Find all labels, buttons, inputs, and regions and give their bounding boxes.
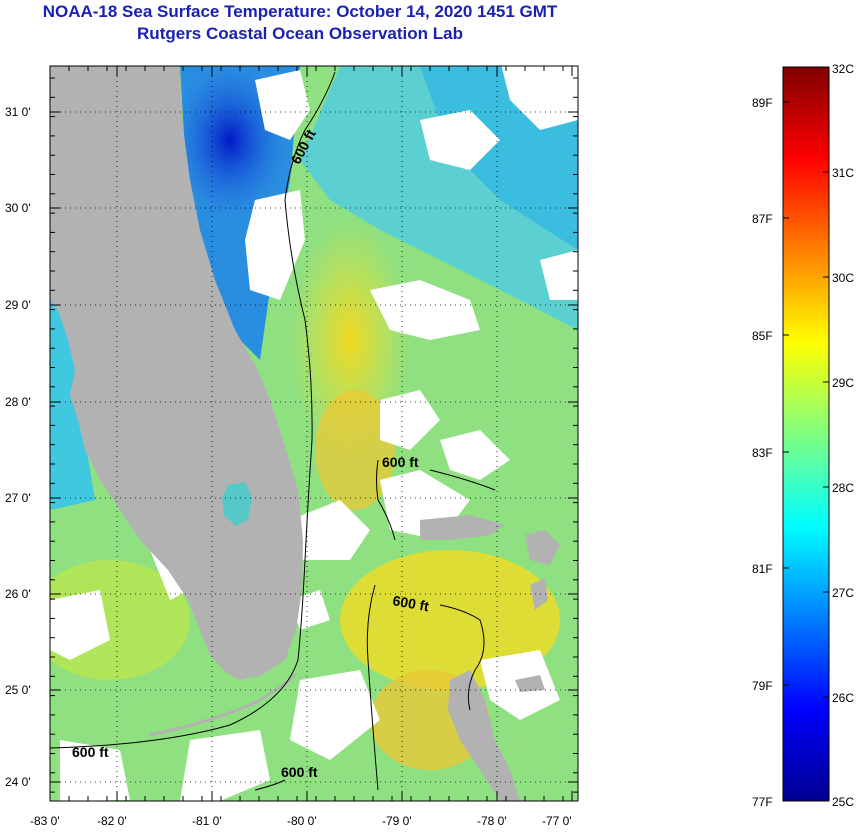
- map-title: NOAA-18 Sea Surface Temperature: October…: [42, 2, 558, 21]
- x-tick-label: -80 0': [287, 814, 317, 828]
- y-tick-label: 27 0': [5, 491, 31, 505]
- x-tick-label: -78 0': [477, 814, 507, 828]
- x-tick-label: -81 0': [192, 814, 222, 828]
- colorbar-label-f: 89F: [752, 96, 773, 110]
- colorbar-label-f: 81F: [752, 562, 773, 576]
- x-tick-label: -82 0': [97, 814, 127, 828]
- y-tick-label: 25 0': [5, 683, 31, 697]
- x-axis-labels: -83 0' -82 0' -81 0' -80 0' -79 0' -78 0…: [30, 814, 572, 828]
- x-tick-label: -83 0': [30, 814, 60, 828]
- colorbar-label-f: 77F: [752, 795, 773, 809]
- lake-okeechobee: [222, 482, 252, 526]
- colorbar-label-c: 30C: [832, 271, 854, 285]
- contour-little-bahama: [376, 459, 396, 541]
- y-tick-label: 31 0': [5, 105, 31, 119]
- florida-landmass: [50, 66, 303, 680]
- colorbar-label-c: 31C: [832, 166, 854, 180]
- colorbar-label-c: 29C: [832, 376, 854, 390]
- colorbar-label-c: 27C: [832, 586, 854, 600]
- contour-florida-shelf: [50, 71, 336, 749]
- contour-south: [254, 779, 286, 791]
- y-axis-labels: 31 0' 30 0' 29 0' 28 0' 27 0' 26 0' 25 0…: [5, 105, 31, 789]
- contour-great-bahama-east: [439, 604, 485, 711]
- contour-label-florida-keys: 600 ft: [72, 744, 109, 760]
- colorbar-label-c: 26C: [832, 691, 854, 705]
- contour-great-bahama-west: [366, 584, 379, 791]
- y-tick-label: 26 0': [5, 587, 31, 601]
- lat-lon-grid: [50, 66, 578, 801]
- water-warm-south: [340, 550, 560, 690]
- y-tick-label: 24 0': [5, 775, 31, 789]
- y-tick-label: 28 0': [5, 395, 31, 409]
- water-warm-spot: [315, 390, 395, 510]
- y-tick-label: 30 0': [5, 201, 31, 215]
- bahamas-islands: [420, 515, 560, 801]
- colorbar-label-c: 28C: [832, 481, 854, 495]
- colorbar-label-f: 83F: [752, 446, 773, 460]
- cloud-cover: [50, 66, 578, 801]
- colorbar-ticks: [783, 101, 829, 698]
- colorbar-label-c: 32C: [832, 62, 854, 76]
- x-tick-label: -77 0': [542, 814, 572, 828]
- temperature-colorbar: 32C 31C 30C 29C 28C 27C 26C 25C 89F 87F …: [752, 62, 854, 809]
- axis-ticks: [49, 66, 578, 801]
- map-subtitle: Rutgers Coastal Ocean Observation Lab: [137, 24, 463, 43]
- colorbar-label-f: 85F: [752, 329, 773, 343]
- map-frame: [49, 65, 579, 802]
- contour-label-south: 600 ft: [281, 764, 318, 780]
- colorbar-label-f: 87F: [752, 212, 773, 226]
- colorbar-label-f: 79F: [752, 679, 773, 693]
- contour-label-great-bahama: 600 ft: [391, 592, 430, 614]
- contour-label-little-bahama: 600 ft: [382, 454, 419, 470]
- y-tick-label: 29 0': [5, 298, 31, 312]
- depth-contours: [50, 71, 496, 791]
- colorbar-gradient: [782, 66, 830, 802]
- plot-area: [50, 66, 578, 801]
- contour-little-bahama-north: [429, 469, 496, 491]
- colorbar-label-c: 25C: [832, 795, 854, 809]
- x-tick-label: -79 0': [382, 814, 412, 828]
